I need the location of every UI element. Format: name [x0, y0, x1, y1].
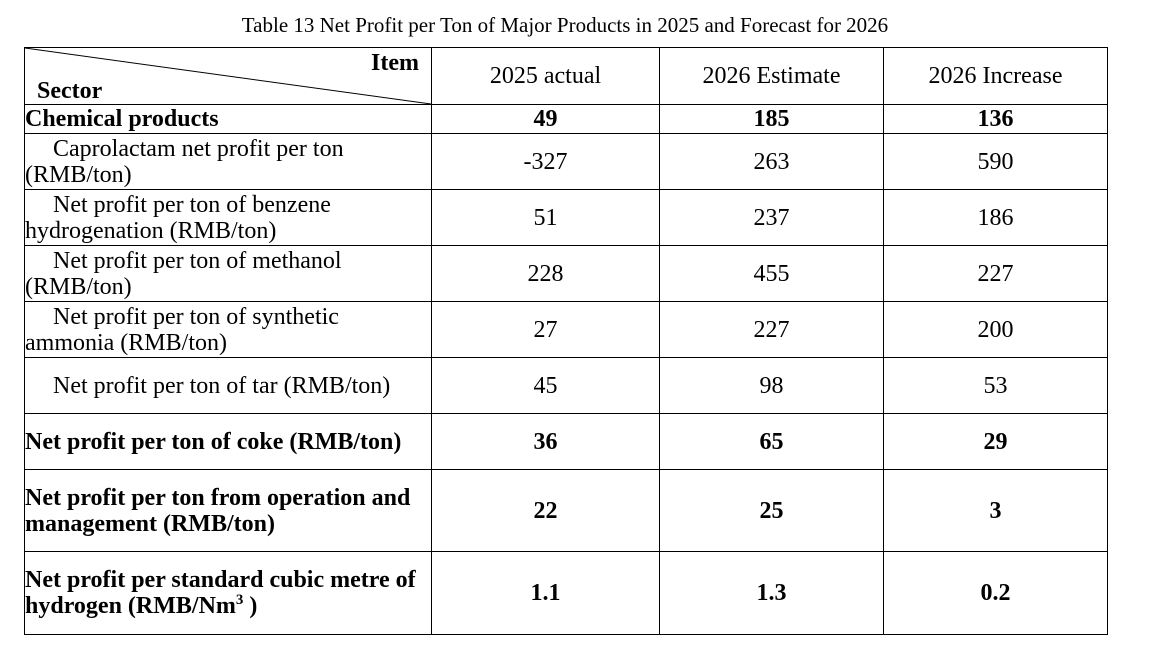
cell-2026-increase: 200 — [883, 301, 1108, 358]
table-row: Net profit per standard cubic metre of h… — [24, 551, 1108, 635]
row-label: Net profit per ton from operation and ma… — [24, 469, 432, 552]
row-label-cell: Net profit per ton of synthetic ammonia … — [24, 301, 432, 358]
cell-2025-actual: 45 — [431, 357, 660, 414]
cell-2026-estimate: 1.3 — [659, 551, 884, 635]
cell-2026-estimate: 98 — [659, 357, 884, 414]
table-row: Net profit per ton from operation and ma… — [24, 469, 1108, 552]
row-label: Chemical products — [24, 104, 432, 134]
row-label: Net profit per ton of tar (RMB/ton) — [53, 372, 391, 399]
cell-2026-estimate: 227 — [659, 301, 884, 358]
cell-2026-estimate: 185 — [659, 104, 884, 134]
corner-sector-label: Sector — [37, 78, 103, 104]
header-row: Item Sector 2025 actual 2026 Estimate 20… — [24, 47, 1108, 105]
row-label-cell: Net profit per ton of tar (RMB/ton) — [24, 357, 432, 414]
superscript-3: 3 — [235, 592, 244, 608]
cell-2026-estimate: 65 — [659, 413, 884, 470]
table-row: Net profit per ton of methanol (RMB/ton)… — [24, 245, 1108, 302]
cell-2026-increase: 186 — [883, 189, 1108, 246]
cell-2025-actual: 27 — [431, 301, 660, 358]
cell-2026-increase: 136 — [883, 104, 1108, 134]
cell-2026-increase: 590 — [883, 133, 1108, 190]
cell-2026-estimate: 263 — [659, 133, 884, 190]
cell-2026-increase: 29 — [883, 413, 1108, 470]
cell-2026-increase: 3 — [883, 469, 1108, 552]
cell-2025-actual: 1.1 — [431, 551, 660, 635]
table-row: Net profit per ton of coke (RMB/ton) 36 … — [24, 413, 1108, 470]
cell-2025-actual: 51 — [431, 189, 660, 246]
cell-2026-increase: 227 — [883, 245, 1108, 302]
header-corner-cell: Item Sector — [24, 47, 432, 105]
row-label-cell: Net profit per standard cubic metre of h… — [24, 551, 432, 635]
row-label-cell: Net profit per ton of methanol (RMB/ton) — [24, 245, 432, 302]
row-label-cell: Caprolactam net profit per ton (RMB/ton) — [24, 133, 432, 190]
row-label: Net profit per ton of synthetic ammonia … — [25, 303, 339, 356]
column-header-2026-increase: 2026 Increase — [883, 47, 1108, 105]
cell-2026-estimate: 455 — [659, 245, 884, 302]
row-label: Net profit per standard cubic metre of h… — [25, 567, 416, 619]
row-label: Caprolactam net profit per ton (RMB/ton) — [25, 135, 344, 188]
cell-2025-actual: 36 — [431, 413, 660, 470]
profit-table: Item Sector 2025 actual 2026 Estimate 20… — [24, 47, 1108, 635]
row-label-end: ) — [243, 593, 258, 619]
table-row: Caprolactam net profit per ton (RMB/ton)… — [24, 133, 1108, 190]
table-row: Chemical products 49 185 136 — [24, 104, 1108, 134]
cell-2026-estimate: 25 — [659, 469, 884, 552]
corner-item-label: Item — [371, 50, 419, 76]
row-label: Net profit per ton of coke (RMB/ton) — [24, 413, 432, 470]
column-header-2025-actual: 2025 actual — [431, 47, 660, 105]
diagonal-divider — [25, 48, 431, 104]
cell-2025-actual: 228 — [431, 245, 660, 302]
cell-2025-actual: 49 — [431, 104, 660, 134]
cell-2026-increase: 0.2 — [883, 551, 1108, 635]
cell-2025-actual: -327 — [431, 133, 660, 190]
row-label-cell: Net profit per ton of benzene hydrogenat… — [24, 189, 432, 246]
table-row: Net profit per ton of benzene hydrogenat… — [24, 189, 1108, 246]
table-row: Net profit per ton of tar (RMB/ton) 45 9… — [24, 357, 1108, 414]
cell-2026-increase: 53 — [883, 357, 1108, 414]
cell-2026-estimate: 237 — [659, 189, 884, 246]
column-header-2026-estimate: 2026 Estimate — [659, 47, 884, 105]
row-label: Net profit per ton of benzene hydrogenat… — [25, 191, 331, 244]
row-label: Net profit per ton of methanol (RMB/ton) — [25, 247, 342, 300]
table-caption: Table 13 Net Profit per Ton of Major Pro… — [241, 13, 889, 37]
cell-2025-actual: 22 — [431, 469, 660, 552]
table-row: Net profit per ton of synthetic ammonia … — [24, 301, 1108, 358]
